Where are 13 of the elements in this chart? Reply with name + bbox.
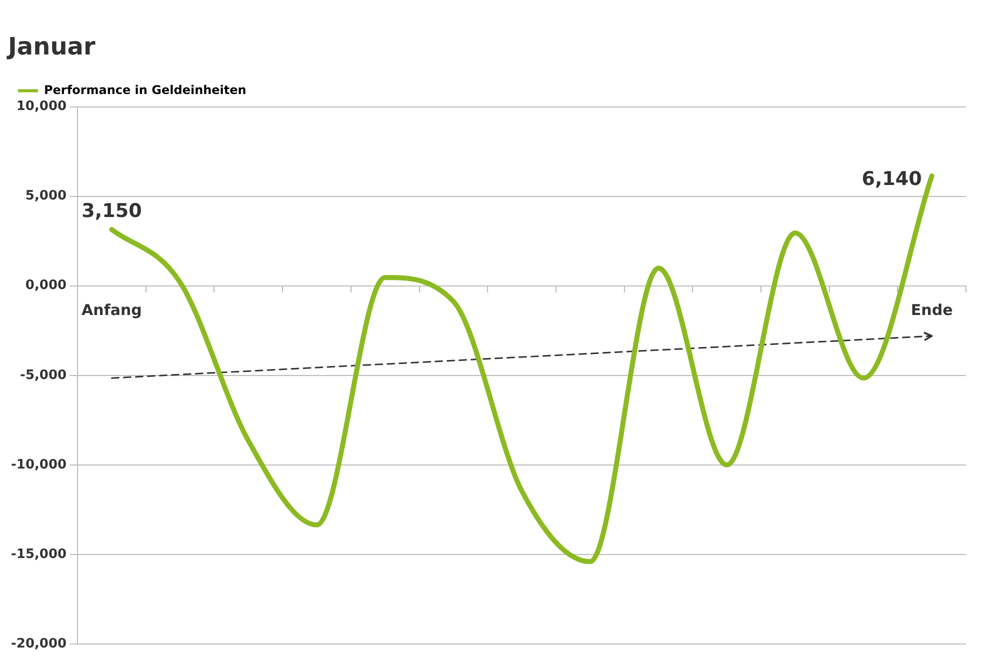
y-tick-label: -10,000 <box>11 457 67 472</box>
y-tick-label: -15,000 <box>11 546 67 562</box>
y-tick-label: 10,000 <box>16 99 67 114</box>
y-tick-label: 5,000 <box>25 188 67 204</box>
data-label: 3,150 <box>82 200 142 222</box>
data-label: 6,140 <box>862 168 922 190</box>
y-tick-label: 0,000 <box>25 278 67 294</box>
y-tick-label: -20,000 <box>11 636 67 652</box>
x-tick-label: Ende <box>910 300 953 319</box>
chart-title: Januar <box>6 32 96 61</box>
legend-label: Performance in Geldeinheiten <box>44 82 246 97</box>
x-tick-label: Anfang <box>82 300 142 319</box>
y-tick-label: -5,000 <box>20 368 67 383</box>
